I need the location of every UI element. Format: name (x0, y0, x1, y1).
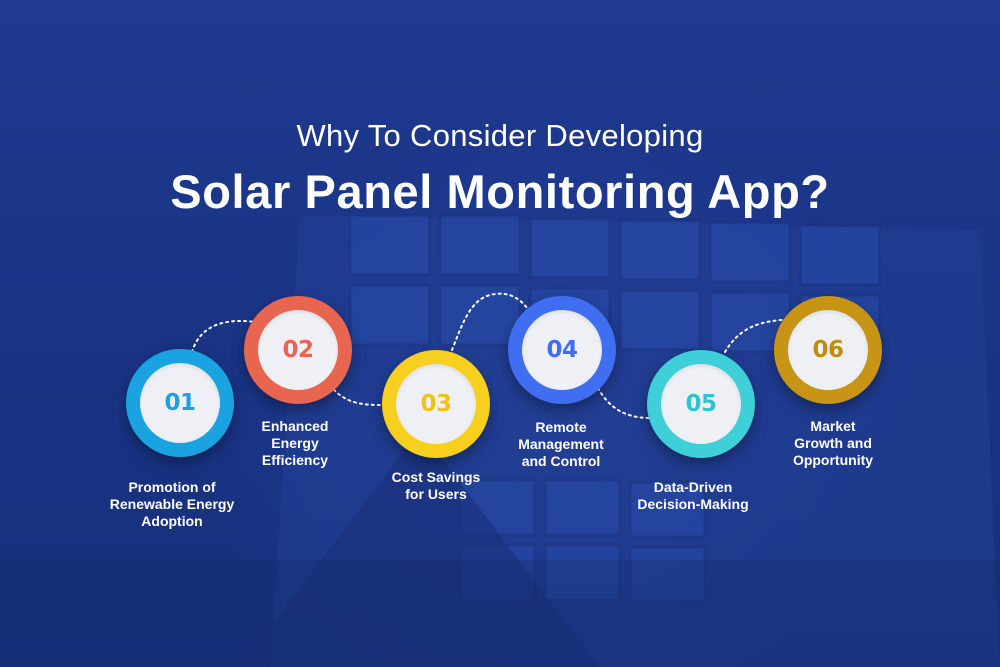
title-line-1: Why To Consider Developing (296, 118, 704, 153)
title-line-2: Solar Panel Monitoring App? (170, 165, 830, 218)
step-02-label: Enhanced Energy Efficiency (261, 418, 329, 468)
step-06-circle: 06 (774, 296, 882, 404)
step-03-circle: 03 (382, 350, 490, 458)
step-02-number: 02 (282, 337, 314, 363)
connector-05-06 (724, 319, 783, 353)
step-05-circle: 05 (647, 350, 755, 458)
connector-01-02 (191, 319, 256, 353)
step-04-circle: 04 (508, 296, 616, 404)
step-06-number: 06 (812, 337, 844, 363)
step-06-label: Market Growth and Opportunity (792, 418, 874, 468)
step-01-circle: 01 (126, 349, 234, 457)
step-02-circle: 02 (244, 296, 352, 404)
step-01-label: Promotion of Renewable Energy Adoption (109, 479, 235, 529)
step-01-number: 01 (164, 390, 196, 416)
connector-04-05 (597, 387, 651, 419)
step-03-number: 03 (420, 391, 452, 417)
step-05-label: Data-Driven Decision-Making (637, 479, 749, 512)
step-04-number: 04 (546, 337, 578, 363)
step-05-number: 05 (685, 391, 717, 417)
connector-02-03 (329, 384, 386, 406)
step-03-label: Cost Savings for Users (391, 469, 481, 502)
step-04-label: Remote Management and Control (518, 419, 604, 469)
connector-03-04 (451, 292, 531, 351)
